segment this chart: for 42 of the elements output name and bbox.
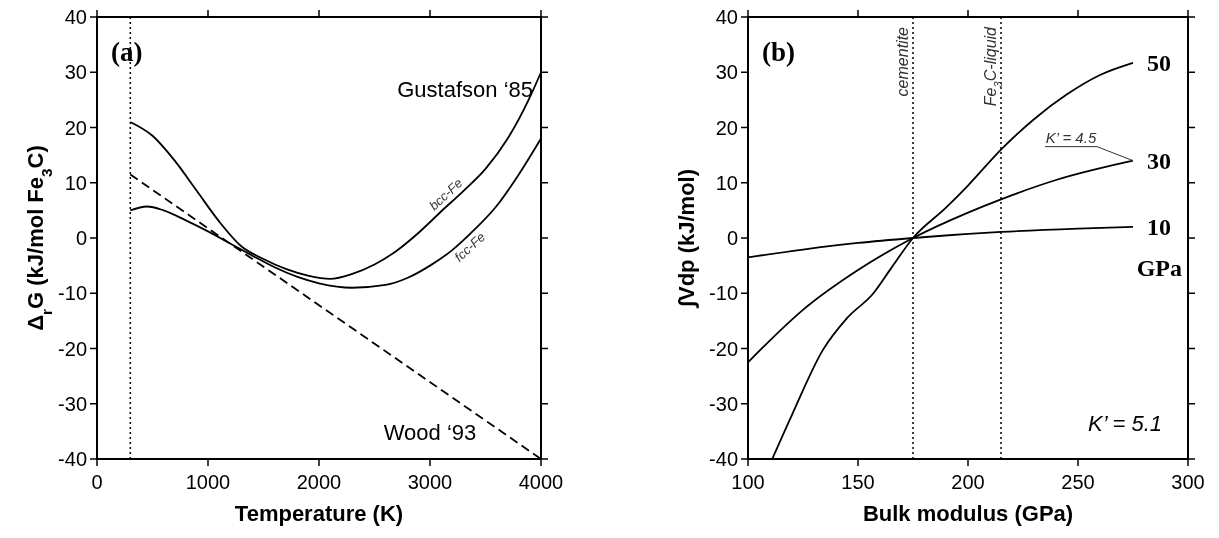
y-tick-label: -10: [709, 282, 738, 305]
series-label: 30: [1147, 147, 1171, 174]
x-tick-label: 4000: [518, 471, 564, 493]
y-tick-label: 40: [715, 6, 738, 28]
y-tick-label: -10: [58, 282, 87, 305]
x-tick-label: 2000: [296, 471, 342, 493]
y-tick-label: 30: [715, 61, 738, 84]
y-tick-label: -40: [58, 448, 87, 470]
y-tick-label: 40: [64, 6, 87, 28]
annotation: (b): [762, 37, 795, 67]
y-tick-label: 20: [64, 116, 87, 139]
y-tick-label: -30: [709, 392, 738, 415]
legend-label: 10: [1147, 213, 1171, 240]
y-tick-label: 30: [64, 61, 87, 84]
x-tick-label: 0: [91, 471, 103, 493]
annotation: Gustafson ‘85: [397, 77, 533, 102]
y-tick-label: 0: [726, 227, 738, 249]
y-tick-label: 10: [64, 171, 87, 194]
annotation: (a): [111, 37, 143, 67]
y-tick-label: -40: [709, 448, 738, 470]
annotation: Wood ‘93: [383, 419, 477, 445]
x-tick-label: 300: [1171, 471, 1205, 493]
y-tick-label: -20: [709, 337, 738, 360]
x-tick-label: 150: [841, 471, 875, 493]
y-axis-title: ∫Vdp (kJ/mol): [674, 168, 699, 310]
y-tick-label: 20: [715, 116, 738, 139]
annotation: GPa: [1136, 255, 1182, 282]
y-tick-label: 0: [75, 227, 87, 249]
y-tick-label: -20: [58, 337, 87, 360]
x-tick-label: 200: [951, 471, 985, 493]
legend-label: 50: [1147, 49, 1171, 76]
x-tick-label: 1000: [185, 471, 231, 493]
x-axis-title: Temperature (K): [234, 501, 404, 526]
x-tick-label: 100: [731, 471, 765, 493]
x-axis-title: Bulk modulus (GPa): [862, 501, 1074, 526]
y-tick-label: 10: [715, 171, 738, 194]
x-tick-label: 250: [1061, 471, 1095, 493]
ref-line-label: cementite: [894, 26, 911, 97]
y-tick-label: -30: [58, 392, 87, 415]
annotation: K’ = 5.1: [1087, 411, 1162, 437]
annotation: K’ = 4.5: [1045, 128, 1097, 146]
x-tick-label: 3000: [407, 471, 453, 493]
